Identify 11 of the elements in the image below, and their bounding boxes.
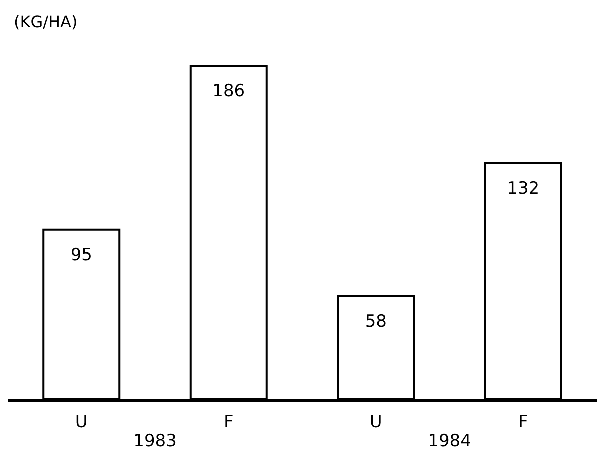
x-tick-label: F xyxy=(224,412,234,432)
x-tick-label: U xyxy=(75,412,88,432)
x-tick-label: U xyxy=(370,412,382,432)
y-axis-title: (KG/HA) xyxy=(14,12,78,32)
data-label: 186 xyxy=(212,82,246,102)
text: 1983 xyxy=(134,432,177,452)
x-tick-label: F xyxy=(518,412,528,432)
data-label: 95 xyxy=(70,245,92,266)
data-label: 58 xyxy=(365,312,387,332)
data-label: 132 xyxy=(507,178,540,199)
text: 1984 xyxy=(428,432,472,452)
